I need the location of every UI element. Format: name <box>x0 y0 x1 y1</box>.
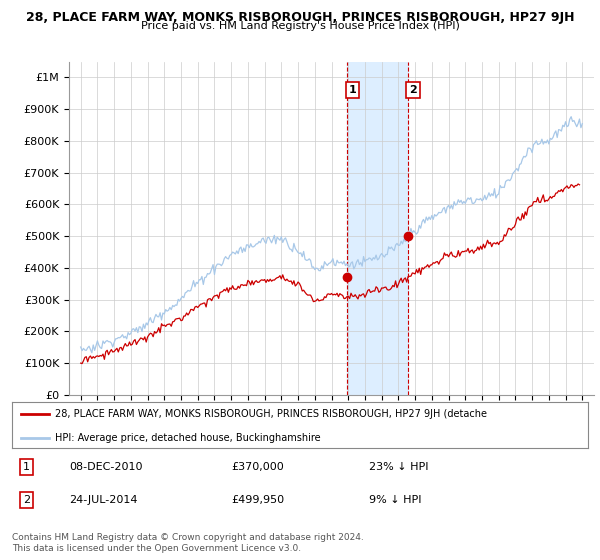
Text: 08-DEC-2010: 08-DEC-2010 <box>70 463 143 473</box>
Text: 24-JUL-2014: 24-JUL-2014 <box>70 495 138 505</box>
Text: 1: 1 <box>349 85 356 95</box>
Text: £499,950: £499,950 <box>231 495 284 505</box>
Text: 2: 2 <box>409 85 417 95</box>
Bar <box>347 62 407 395</box>
Text: 2: 2 <box>23 495 30 505</box>
Text: Price paid vs. HM Land Registry's House Price Index (HPI): Price paid vs. HM Land Registry's House … <box>140 21 460 31</box>
Text: HPI: Average price, detached house, Buckinghamshire: HPI: Average price, detached house, Buck… <box>55 433 321 443</box>
Text: 28, PLACE FARM WAY, MONKS RISBOROUGH, PRINCES RISBOROUGH, HP27 9JH: 28, PLACE FARM WAY, MONKS RISBOROUGH, PR… <box>26 11 574 24</box>
Text: 23% ↓ HPI: 23% ↓ HPI <box>369 463 428 473</box>
Text: 28, PLACE FARM WAY, MONKS RISBOROUGH, PRINCES RISBOROUGH, HP27 9JH (detache: 28, PLACE FARM WAY, MONKS RISBOROUGH, PR… <box>55 409 487 419</box>
Text: Contains HM Land Registry data © Crown copyright and database right 2024.
This d: Contains HM Land Registry data © Crown c… <box>12 533 364 553</box>
Text: 1: 1 <box>23 463 30 473</box>
Text: £370,000: £370,000 <box>231 463 284 473</box>
Text: 9% ↓ HPI: 9% ↓ HPI <box>369 495 422 505</box>
